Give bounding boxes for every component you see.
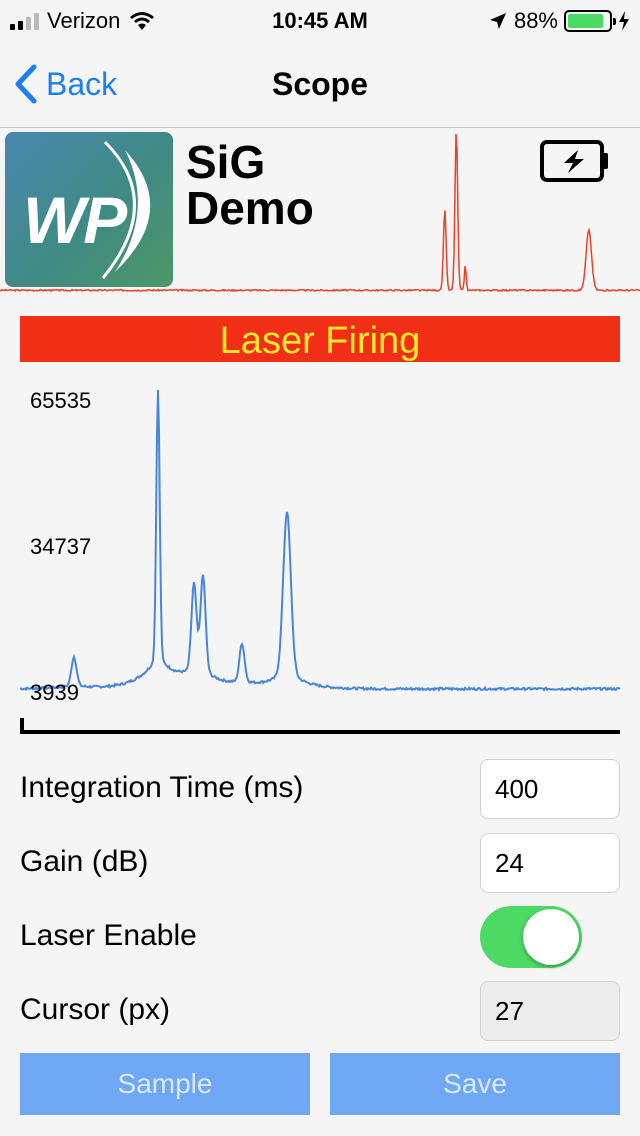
- gain-label: Gain (dB): [20, 845, 149, 878]
- laser-enable-label: Laser Enable: [20, 919, 197, 952]
- integration-time-label: Integration Time (ms): [20, 771, 304, 804]
- spectrum-series-line: [19, 389, 621, 692]
- laser-status-banner: Laser Firing: [20, 316, 620, 362]
- navigation-bar: Back Scope: [0, 40, 640, 128]
- integration-time-input[interactable]: 400: [480, 759, 620, 819]
- status-bar: Verizon 10:45 AM 88%: [0, 0, 640, 40]
- app-header: WP SiG Demo: [0, 129, 640, 299]
- sample-button[interactable]: Sample: [20, 1053, 310, 1115]
- page-title: Scope: [271, 66, 369, 102]
- chevron-left-icon: [15, 64, 37, 104]
- gain-row: Gain (dB) 24: [0, 829, 640, 893]
- carrier-group: Verizon: [10, 8, 156, 34]
- cursor-label: Cursor (px): [20, 993, 171, 1026]
- laser-enable-toggle[interactable]: [480, 906, 582, 968]
- battery-status-icon: [564, 10, 616, 32]
- logo-text: WP: [23, 183, 127, 257]
- save-button[interactable]: Save: [330, 1053, 620, 1115]
- battery-charging-icon: [540, 140, 608, 182]
- charging-bolt-icon: [619, 11, 629, 31]
- signal-icon: [10, 12, 39, 30]
- location-arrow-icon: [489, 13, 506, 29]
- y-tick-max: 65535: [30, 388, 92, 413]
- laser-enable-row: Laser Enable: [0, 903, 640, 965]
- spectrum-chart[interactable]: 65535 34737 3939: [0, 370, 640, 740]
- carrier-name: Verizon: [47, 8, 121, 33]
- brand-title: SiG Demo: [186, 139, 314, 231]
- cursor-row: Cursor (px) 27: [0, 977, 640, 1041]
- brand-line1: SiG: [186, 136, 266, 188]
- status-right: 88%: [488, 8, 630, 34]
- back-button[interactable]: Back: [14, 64, 117, 104]
- y-tick-min: 3939: [30, 680, 79, 705]
- gain-input[interactable]: 24: [480, 833, 620, 893]
- y-tick-mid: 34737: [30, 534, 92, 559]
- integration-time-row: Integration Time (ms) 400: [0, 755, 640, 819]
- back-label: Back: [46, 65, 118, 102]
- status-time: 10:45 AM: [272, 8, 368, 33]
- cursor-input[interactable]: 27: [480, 981, 620, 1041]
- wifi-icon: [130, 12, 155, 30]
- brand-line2: Demo: [186, 182, 314, 234]
- toggle-knob: [523, 909, 579, 965]
- wp-logo: WP: [5, 132, 173, 287]
- battery-percent: 88%: [513, 8, 558, 33]
